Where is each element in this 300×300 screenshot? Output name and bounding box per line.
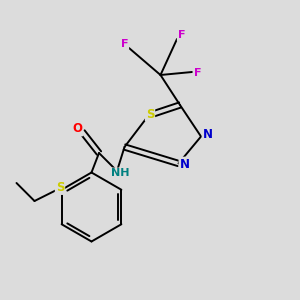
Text: N: N [202, 128, 213, 142]
Text: NH: NH [111, 168, 129, 178]
Text: N: N [179, 158, 190, 171]
Text: S: S [146, 107, 154, 121]
Text: F: F [121, 39, 128, 50]
Text: F: F [178, 30, 185, 40]
Text: O: O [72, 122, 82, 136]
Text: F: F [194, 68, 201, 79]
Text: S: S [56, 181, 64, 194]
